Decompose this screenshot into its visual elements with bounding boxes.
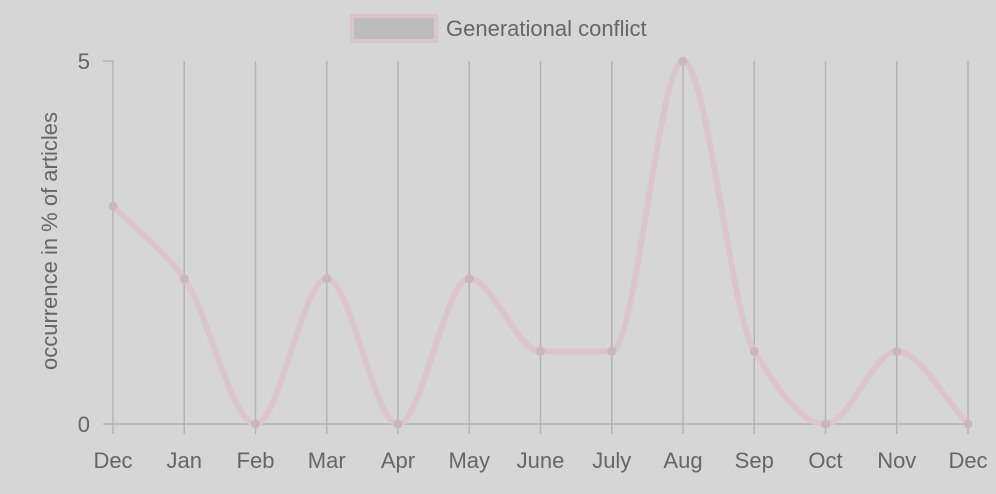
data-point[interactable] bbox=[892, 346, 902, 356]
data-point[interactable] bbox=[678, 56, 688, 66]
data-point[interactable] bbox=[963, 419, 973, 429]
x-tick-label: Dec bbox=[93, 448, 132, 473]
data-point[interactable] bbox=[749, 346, 759, 356]
x-tick-label: June bbox=[517, 448, 565, 473]
y-tick-label: 5 bbox=[78, 49, 90, 74]
data-point[interactable] bbox=[322, 274, 332, 284]
data-point[interactable] bbox=[464, 274, 474, 284]
legend-label[interactable]: Generational conflict bbox=[446, 16, 647, 41]
legend[interactable]: Generational conflict bbox=[350, 14, 647, 43]
x-tick-label: Nov bbox=[877, 448, 916, 473]
x-tick-label: July bbox=[592, 448, 631, 473]
x-tick-label: Dec bbox=[948, 448, 987, 473]
x-tick-label: Apr bbox=[381, 448, 415, 473]
x-tick-label: Jan bbox=[167, 448, 202, 473]
grid bbox=[103, 60, 969, 434]
y-tick-label: 0 bbox=[78, 412, 90, 437]
data-point[interactable] bbox=[179, 274, 189, 284]
x-tick-label: Mar bbox=[308, 448, 346, 473]
data-point[interactable] bbox=[393, 419, 403, 429]
data-point[interactable] bbox=[821, 419, 830, 429]
data-point[interactable] bbox=[108, 201, 118, 211]
x-tick-label: Sep bbox=[735, 448, 774, 473]
x-tick-label: May bbox=[448, 448, 490, 473]
x-axis: Dec Jan Feb Mar Apr May June July Aug Sep Oct Nov De… bbox=[93, 448, 987, 473]
data-point[interactable] bbox=[536, 346, 545, 356]
x-tick-label: Oct bbox=[808, 448, 842, 473]
y-axis: 5 0 bbox=[78, 49, 90, 437]
x-tick-label: Aug bbox=[663, 448, 702, 473]
data-point[interactable] bbox=[607, 346, 617, 356]
y-axis-title: occurrence in % of articles bbox=[37, 112, 62, 370]
series bbox=[108, 56, 973, 429]
legend-swatch[interactable] bbox=[350, 14, 438, 43]
x-tick-label: Feb bbox=[237, 448, 275, 473]
data-point[interactable] bbox=[251, 419, 260, 429]
